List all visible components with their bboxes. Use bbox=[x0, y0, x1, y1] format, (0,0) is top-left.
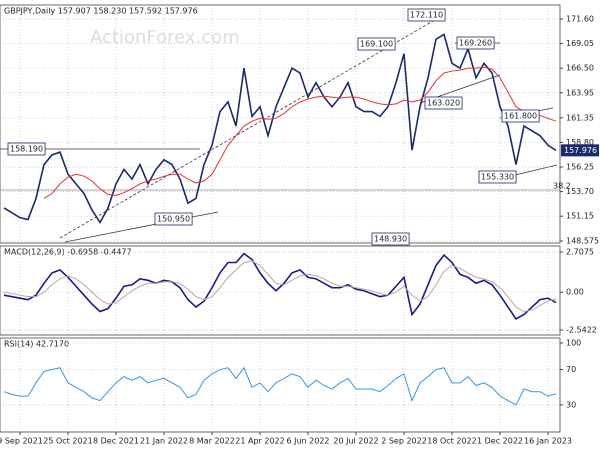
x-tick-label: 18 Oct 2022 bbox=[427, 437, 476, 446]
y-tick-label: 153.70 bbox=[566, 187, 594, 196]
y-tick-label: 70 bbox=[566, 365, 576, 374]
support-line bbox=[64, 211, 219, 243]
panel-frame bbox=[0, 245, 561, 336]
annotation: 155.330 bbox=[481, 173, 514, 182]
y-tick-label: 169.05 bbox=[566, 39, 594, 48]
x-tick-label: 9 Sep 2021 bbox=[0, 437, 43, 446]
annotation: 158.190 bbox=[10, 145, 43, 154]
y-tick-label: 151.15 bbox=[566, 212, 594, 221]
annotation-box bbox=[478, 170, 517, 184]
x-tick-label: 16 Jan 2023 bbox=[524, 437, 572, 446]
y-tick-label: 156.25 bbox=[566, 163, 594, 172]
y-tick-label: 161.35 bbox=[566, 113, 594, 122]
last-price-label: 157.976 bbox=[564, 146, 597, 155]
y-tick-label: 30 bbox=[566, 400, 576, 409]
panel-title: GBPJPY,Daily 157.907 158.230 157.592 157… bbox=[4, 7, 198, 16]
annotation: 148.930 bbox=[374, 235, 407, 244]
watermark: ActionForex.com bbox=[90, 27, 240, 48]
annotation-box bbox=[357, 37, 396, 51]
series-line bbox=[3, 366, 557, 406]
x-tick-label: 20 Jul 2022 bbox=[333, 437, 378, 446]
y-tick-label: 163.95 bbox=[566, 88, 594, 97]
annotation: 150.950 bbox=[157, 215, 190, 224]
y-tick-label: 171.60 bbox=[566, 14, 594, 23]
annotation: 161.800 bbox=[504, 112, 537, 121]
x-tick-label: 2 Sep 2022 bbox=[381, 437, 427, 446]
y-tick-label: 166.50 bbox=[566, 64, 594, 73]
x-tick-label: 8 Mar 2022 bbox=[189, 437, 235, 446]
annotation-box bbox=[456, 36, 495, 50]
y-tick-label: -2.5422 bbox=[566, 325, 597, 334]
x-tick-label: 6 Jun 2022 bbox=[286, 437, 329, 446]
annotation: 163.020 bbox=[427, 99, 460, 108]
annotation-box bbox=[154, 212, 193, 226]
x-tick-label: 25 Oct 2021 bbox=[43, 437, 92, 446]
x-tick-label: 1 Dec 2022 bbox=[477, 437, 523, 446]
y-tick-label: 158.80 bbox=[566, 138, 594, 147]
annotation: 172.110 bbox=[410, 11, 443, 20]
series-line bbox=[3, 252, 557, 321]
panel-title: RSI(14) 42.7170 bbox=[4, 340, 69, 349]
x-tick-label: 8 Dec 2021 bbox=[93, 437, 139, 446]
y-tick-label: 0.00 bbox=[566, 288, 584, 297]
last-price-box bbox=[561, 144, 599, 157]
annotation-box bbox=[407, 8, 446, 22]
series-line bbox=[43, 66, 557, 199]
annotation: 169.260 bbox=[459, 39, 492, 48]
x-tick-label: 21 Jan 2022 bbox=[140, 437, 188, 446]
annotation: 38.2 bbox=[553, 182, 571, 191]
panel-frame bbox=[0, 337, 561, 433]
panel-frame bbox=[0, 4, 561, 244]
annotation-box bbox=[371, 232, 410, 246]
annotation-box bbox=[424, 96, 463, 110]
annotation: 169.100 bbox=[360, 40, 393, 49]
annotation-box bbox=[501, 109, 540, 123]
x-tick-label: 21 Apr 2022 bbox=[235, 437, 284, 446]
y-tick-label: 2.7075 bbox=[566, 247, 594, 256]
trend-line bbox=[59, 13, 446, 239]
y-tick-label: 100 bbox=[566, 338, 581, 347]
series-line bbox=[3, 33, 557, 225]
y-tick-label: 148.575 bbox=[566, 237, 599, 246]
annotation-box bbox=[7, 142, 46, 156]
series-line bbox=[3, 260, 557, 313]
